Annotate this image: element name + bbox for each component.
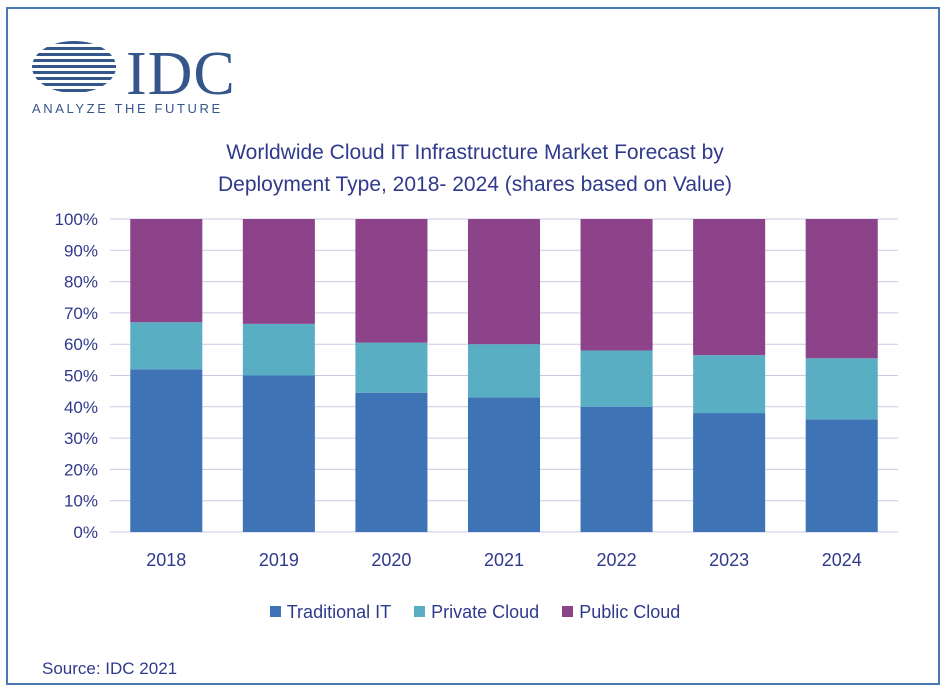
stacked-bar-chart: 0% 10% 20% 30% 40% 50% 60% 70% 80% 90% 100% 2018 201… — [55, 210, 898, 570]
y-tick-label: 20% — [64, 460, 98, 479]
bar-segment-public-cloud — [355, 219, 428, 343]
bar-segment-traditional-it — [242, 375, 315, 532]
bar-segment-traditional-it — [580, 406, 653, 532]
y-tick-label: 90% — [64, 241, 98, 260]
bar-segment-traditional-it — [805, 419, 878, 532]
bar-segment-public-cloud — [467, 219, 541, 345]
legend-swatch-private-cloud — [414, 606, 426, 617]
x-tick-label: 2024 — [822, 550, 862, 570]
chart-title: Worldwide Cloud IT Infrastructure Market… — [8, 137, 942, 201]
chart-frame: IDC ANALYZE THE FUTURE Worldwide Cloud I… — [6, 7, 940, 685]
y-tick-label: 60% — [64, 335, 98, 354]
y-tick-label: 10% — [64, 492, 98, 511]
bar-segment-traditional-it — [355, 392, 428, 532]
y-tick-label: 70% — [64, 304, 98, 323]
bar-segment-private-cloud — [467, 344, 541, 398]
bar-segment-private-cloud — [693, 355, 766, 414]
globe-icon — [32, 41, 116, 92]
x-tick-label: 2021 — [484, 550, 524, 570]
logo-wordmark: IDC — [126, 40, 236, 108]
bar-segment-public-cloud — [242, 219, 315, 324]
y-tick-label: 80% — [64, 273, 98, 292]
x-tick-label: 2022 — [597, 550, 637, 570]
x-tick-label: 2019 — [259, 550, 299, 570]
legend-label-traditional-it: Traditional IT — [286, 602, 392, 622]
bar-segment-private-cloud — [130, 322, 203, 370]
bar-segment-public-cloud — [130, 219, 203, 323]
legend-item-private-cloud: Private Cloud — [414, 602, 539, 623]
x-tick-label: 2018 — [146, 550, 186, 570]
legend-item-public-cloud: Public Cloud — [562, 602, 680, 623]
x-tick-label: 2020 — [371, 550, 411, 570]
chart-title-line-1: Worldwide Cloud IT Infrastructure Market… — [226, 141, 724, 164]
bar-segment-private-cloud — [355, 342, 428, 393]
y-tick-label: 100% — [55, 210, 98, 229]
legend-label-public-cloud: Public Cloud — [579, 602, 681, 622]
legend-label-private-cloud: Private Cloud — [431, 602, 540, 622]
bar-segment-traditional-it — [693, 413, 766, 532]
x-tick-label: 2023 — [709, 550, 749, 570]
bar-segment-private-cloud — [242, 323, 315, 376]
bar-segment-private-cloud — [580, 350, 653, 407]
y-tick-label: 0% — [73, 523, 98, 542]
y-tick-label: 30% — [64, 429, 98, 448]
legend: Traditional IT Private Cloud Public Clou… — [8, 602, 942, 623]
bar-segment-private-cloud — [805, 358, 878, 420]
y-tick-label: 40% — [64, 398, 98, 417]
logo-tagline: ANALYZE THE FUTURE — [32, 101, 223, 116]
y-tick-label: 50% — [64, 367, 98, 386]
legend-item-traditional-it: Traditional IT — [269, 602, 392, 623]
idc-logo: IDC ANALYZE THE FUTURE — [30, 39, 260, 119]
legend-swatch-public-cloud — [562, 606, 574, 617]
source-note: Source: IDC 2021 — [42, 659, 178, 678]
bar-segment-public-cloud — [805, 219, 878, 359]
legend-swatch-traditional-it — [269, 606, 281, 617]
bar-segment-traditional-it — [467, 397, 541, 532]
bar-segment-traditional-it — [130, 369, 203, 532]
bar-segment-public-cloud — [693, 219, 766, 356]
chart-title-line-2: Deployment Type, 2018- 2024 (shares base… — [217, 173, 733, 196]
bar-segment-public-cloud — [580, 219, 653, 351]
